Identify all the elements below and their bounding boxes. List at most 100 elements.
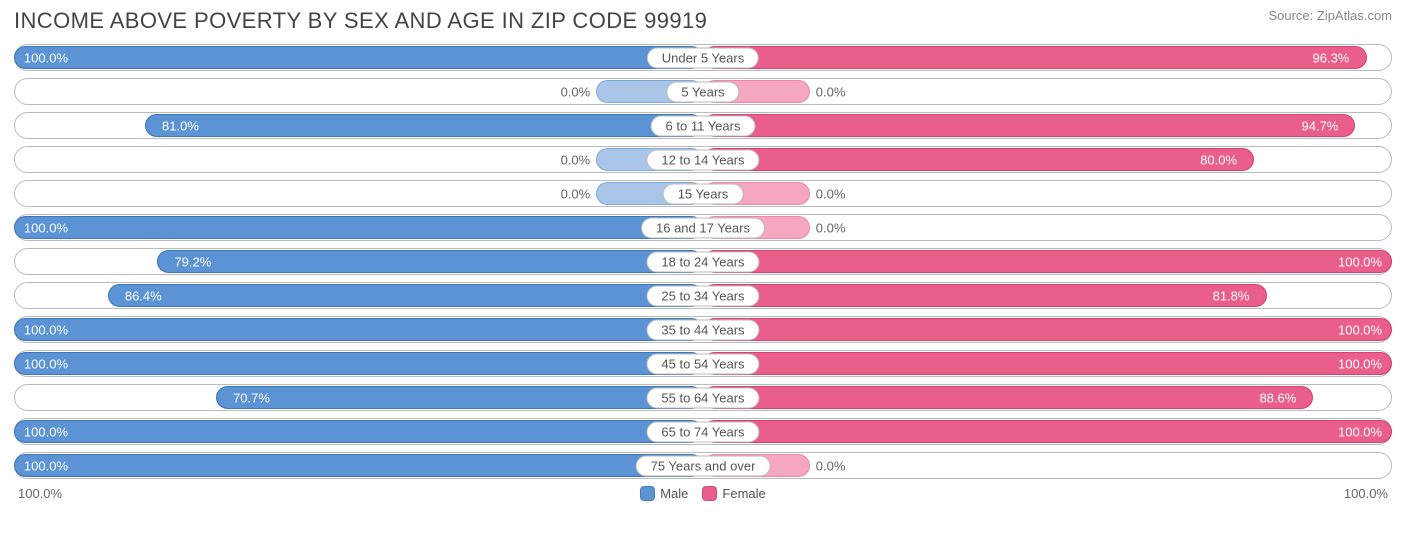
female-value-label: 0.0% xyxy=(816,186,846,201)
male-half: 86.4% xyxy=(14,282,703,309)
legend-male-label: Male xyxy=(660,486,688,501)
female-bar xyxy=(703,148,1254,171)
male-bar xyxy=(108,284,703,307)
chart-row: 100.0% 96.3% Under 5 Years xyxy=(14,44,1392,71)
age-label: 15 Years xyxy=(663,183,744,204)
male-half: 100.0% xyxy=(14,350,703,377)
axis-left-label: 100.0% xyxy=(18,486,62,501)
age-label: 55 to 64 Years xyxy=(646,387,759,408)
female-bar xyxy=(703,46,1367,69)
female-half: 94.7% xyxy=(703,112,1392,139)
chart-container: INCOME ABOVE POVERTY BY SEX AND AGE IN Z… xyxy=(0,0,1406,511)
male-value-label: 79.2% xyxy=(174,254,211,269)
age-label: 75 Years and over xyxy=(636,455,771,476)
female-value-label: 80.0% xyxy=(1200,152,1237,167)
male-half: 100.0% xyxy=(14,214,703,241)
female-bar xyxy=(703,318,1392,341)
axis-right-label: 100.0% xyxy=(1344,486,1388,501)
female-half: 88.6% xyxy=(703,384,1392,411)
female-value-label: 100.0% xyxy=(1338,356,1382,371)
male-value-label: 81.0% xyxy=(162,118,199,133)
chart-row: 100.0% 100.0% 65 to 74 Years xyxy=(14,418,1392,445)
chart-source: Source: ZipAtlas.com xyxy=(1268,8,1392,23)
age-label: 12 to 14 Years xyxy=(646,149,759,170)
male-half: 100.0% xyxy=(14,316,703,343)
female-bar xyxy=(703,250,1392,273)
male-bar xyxy=(145,114,703,137)
female-half: 0.0% xyxy=(703,214,1392,241)
female-value-label: 94.7% xyxy=(1301,118,1338,133)
female-value-label: 0.0% xyxy=(816,84,846,99)
male-bar xyxy=(14,454,703,477)
female-value-label: 81.8% xyxy=(1213,288,1250,303)
male-value-label: 0.0% xyxy=(561,152,591,167)
legend: Male Female xyxy=(640,486,766,501)
chart-row: 81.0% 94.7% 6 to 11 Years xyxy=(14,112,1392,139)
male-value-label: 100.0% xyxy=(24,50,68,65)
age-label: Under 5 Years xyxy=(647,47,759,68)
female-half: 100.0% xyxy=(703,316,1392,343)
male-half: 79.2% xyxy=(14,248,703,275)
female-value-label: 96.3% xyxy=(1313,50,1350,65)
male-half: 0.0% xyxy=(14,146,703,173)
female-half: 100.0% xyxy=(703,248,1392,275)
male-value-label: 100.0% xyxy=(24,424,68,439)
female-half: 80.0% xyxy=(703,146,1392,173)
male-bar xyxy=(14,352,703,375)
male-bar xyxy=(216,386,703,409)
male-value-label: 0.0% xyxy=(561,84,591,99)
chart-row: 100.0% 0.0% 75 Years and over xyxy=(14,452,1392,479)
male-bar xyxy=(14,318,703,341)
male-half: 81.0% xyxy=(14,112,703,139)
female-value-label: 100.0% xyxy=(1338,254,1382,269)
male-bar xyxy=(157,250,703,273)
chart-row: 70.7% 88.6%55 to 64 Years xyxy=(14,384,1392,411)
chart-row: 86.4% 81.8% 25 to 34 Years xyxy=(14,282,1392,309)
chart-row: 0.0% 80.0% 12 to 14 Years xyxy=(14,146,1392,173)
age-label: 65 to 74 Years xyxy=(646,421,759,442)
male-value-label: 86.4% xyxy=(125,288,162,303)
age-label: 25 to 34 Years xyxy=(646,285,759,306)
female-value-label: 0.0% xyxy=(816,458,846,473)
chart-row: 0.0% 0.0% 15 Years xyxy=(14,180,1392,207)
male-half: 100.0% xyxy=(14,44,703,71)
chart-footer: 100.0% Male Female 100.0% xyxy=(14,486,1392,501)
legend-male: Male xyxy=(640,486,688,501)
male-value-label: 100.0% xyxy=(24,220,68,235)
age-label: 6 to 11 Years xyxy=(651,115,756,136)
female-bar xyxy=(703,352,1392,375)
male-half: 100.0% xyxy=(14,418,703,445)
chart-row: 100.0%100.0%35 to 44 Years xyxy=(14,316,1392,343)
female-bar xyxy=(703,114,1355,137)
male-half: 100.0% xyxy=(14,452,703,479)
female-bar xyxy=(703,386,1313,409)
age-label: 35 to 44 Years xyxy=(646,319,759,340)
male-value-label: 70.7% xyxy=(233,390,270,405)
female-half: 100.0% xyxy=(703,418,1392,445)
legend-female-label: Female xyxy=(722,486,765,501)
chart-title: INCOME ABOVE POVERTY BY SEX AND AGE IN Z… xyxy=(14,8,707,34)
female-half: 81.8% xyxy=(703,282,1392,309)
male-bar xyxy=(14,216,703,239)
chart-row: 100.0% 0.0% 16 and 17 Years xyxy=(14,214,1392,241)
female-bar xyxy=(703,420,1392,443)
male-bar xyxy=(14,420,703,443)
male-value-label: 0.0% xyxy=(561,186,591,201)
female-half: 0.0% xyxy=(703,452,1392,479)
age-label: 45 to 54 Years xyxy=(646,353,759,374)
chart-row: 79.2% 100.0% 18 to 24 Years xyxy=(14,248,1392,275)
female-value-label: 100.0% xyxy=(1338,424,1382,439)
legend-female-swatch xyxy=(702,486,717,501)
age-label: 16 and 17 Years xyxy=(641,217,765,238)
male-half: 0.0% xyxy=(14,78,703,105)
male-bar xyxy=(14,46,703,69)
male-half: 70.7% xyxy=(14,384,703,411)
female-half: 0.0% xyxy=(703,78,1392,105)
female-value-label: 0.0% xyxy=(816,220,846,235)
legend-female: Female xyxy=(702,486,765,501)
female-bar xyxy=(703,284,1267,307)
age-label: 18 to 24 Years xyxy=(646,251,759,272)
male-value-label: 100.0% xyxy=(24,458,68,473)
chart-header: INCOME ABOVE POVERTY BY SEX AND AGE IN Z… xyxy=(14,8,1392,34)
female-half: 96.3% xyxy=(703,44,1392,71)
